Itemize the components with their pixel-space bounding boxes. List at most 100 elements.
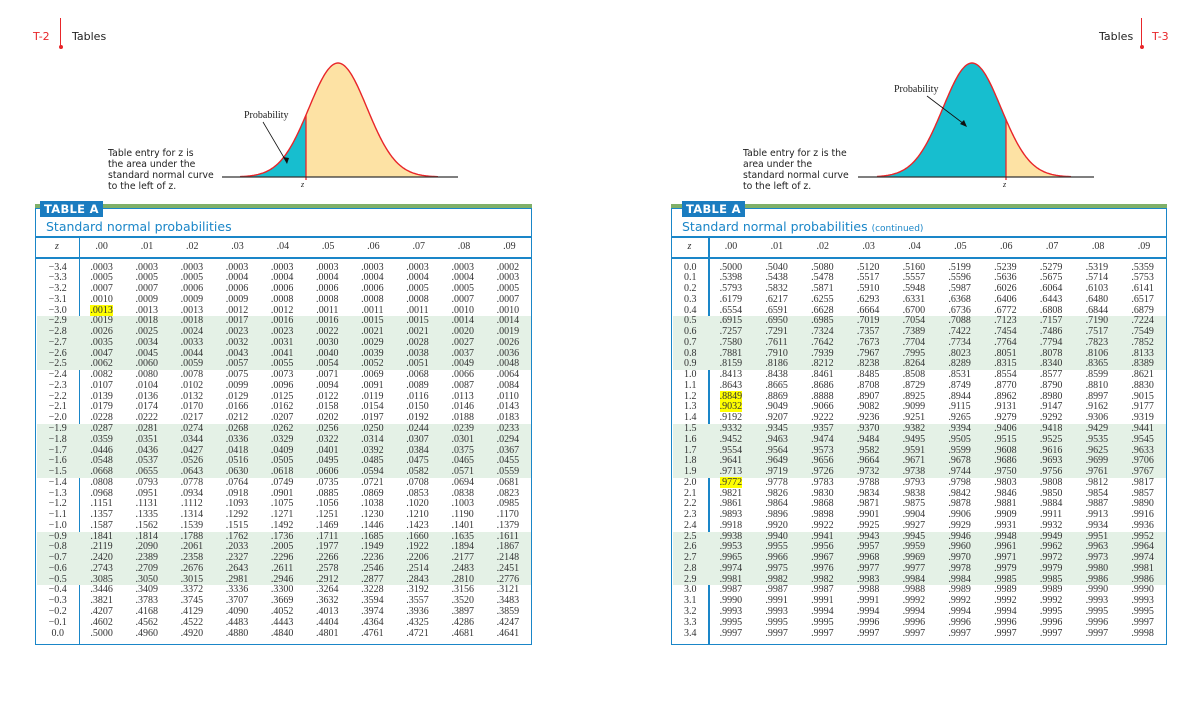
table-row: −3.2.0007.0007.0006.0006.0006.0006.0006.… [37,283,531,295]
table-row: −0.1.4602.4562.4522.4483.4443.4404.4364.… [37,616,531,629]
probability-cell: .9599 [937,445,983,457]
cell-text: .8643 [719,379,743,391]
cell-text: .3974 [361,606,384,617]
probability-cell: .9783 [800,477,846,489]
probability-cell: .9985 [1028,574,1074,586]
probability-cell: .8790 [1028,380,1074,392]
cell-text: .0035 [90,336,113,348]
cell-text: .9975 [765,562,788,574]
probability-cell: .1357 [79,509,124,521]
cell-text: .9971 [994,552,1017,564]
cell-text: .9564 [765,444,788,456]
cell-text: .4522 [180,616,204,628]
cell-text: .1170 [496,509,519,521]
probability-cell: .9535 [1074,434,1120,446]
cell-text: .9956 [811,541,834,553]
probability-cell: .0005 [79,272,124,284]
cell-text: .0089 [406,379,429,391]
cell-text: .7939 [811,347,834,359]
probability-cell: .9842 [937,488,983,500]
probability-cell: .9878 [937,498,983,510]
probability-cell: .7357 [845,326,891,338]
probability-cell: .6255 [800,294,846,306]
probability-cell: .0217 [169,412,214,424]
cell-text: .9969 [902,552,926,564]
row-z-value: 0.5 [673,315,709,327]
probability-cell: .7054 [891,315,937,327]
probability-cell: .0012 [260,305,305,317]
probability-cell: .9881 [983,498,1029,510]
probability-cell: .9963 [1074,542,1120,553]
cell-text: .9989 [994,584,1017,596]
probability-cell: .6844 [1074,305,1120,317]
cell-text: .0901 [270,487,294,499]
cell-text: .2327 [225,552,249,564]
cell-text: 3.0 [684,584,697,596]
probability-cell: .2061 [169,542,214,553]
cell-text: .1314 [180,509,204,521]
cell-text: .1894 [451,541,474,553]
cell-text: .2206 [406,552,429,564]
cell-text: .1685 [361,530,384,542]
cell-text: .9678 [948,455,971,467]
row-z-value: 0.4 [673,305,709,317]
column-header: .04 [908,241,921,252]
probability-cell: .1170 [485,509,530,521]
probability-cell: .8508 [891,369,937,381]
probability-cell: .0174 [124,402,169,413]
cell-text: .3669 [270,595,294,607]
probability-cell: .9332 [708,423,754,435]
cell-text: .0007 [90,283,113,295]
probability-cell: .0014 [485,315,530,327]
probability-cell: .2776 [485,574,530,586]
row-z-value: −0.3 [37,595,80,607]
probability-cell: .9993 [1074,595,1120,607]
cell-text: .8554 [994,369,1017,381]
cell-text: .0084 [496,379,520,391]
probability-label-left: Probability [244,110,289,121]
cell-text: .9525 [1039,433,1063,445]
probability-cell: .9975 [754,562,800,575]
probability-cell: .8686 [800,380,846,392]
probability-cell: .0401 [305,445,350,457]
probability-cell: .9989 [1028,585,1074,596]
cell-text: .0005 [135,272,158,284]
cell-text: .3859 [496,606,520,617]
cell-text: .7611 [765,336,788,348]
probability-cell: .9357 [800,423,846,435]
cell-text: .6368 [948,293,971,305]
cell-text: .0019 [90,315,113,327]
cell-text: .7291 [765,326,788,338]
probability-cell: .0655 [124,466,169,478]
probability-cell: .8289 [937,359,983,370]
probability-cell: .9887 [1074,498,1120,510]
table-row: 3.0.9987.9987.9987.9988.9988.9989.9989.9… [673,585,1166,596]
probability-cell: .0055 [260,359,305,370]
probability-cell: .9984 [891,574,937,586]
probability-cell: .2090 [124,542,169,553]
probability-cell: .3228 [350,585,395,596]
probability-cell: .8365 [1074,359,1120,370]
row-z-value: −0.2 [37,606,80,618]
probability-cell: .9948 [983,531,1029,543]
probability-cell: .9265 [937,412,983,424]
cell-text: .6700 [902,304,926,316]
probability-cell: .0013 [124,305,169,317]
table-row: 1.7.9554.9564.9573.9582.9591.9599.9608.9… [672,444,1166,457]
cell-text: .0004 [316,272,339,284]
probability-cell: .9981 [708,574,754,586]
cell-text: .1131 [135,498,158,510]
probability-cell: .9406 [983,423,1029,435]
probability-cell: .9995 [708,617,754,629]
probability-cell: .0089 [395,379,440,392]
probability-cell: .0018 [124,315,169,327]
row-z-value: −3.0 [37,305,80,317]
column-header: .00 [95,241,108,252]
cell-text: .2061 [180,541,204,553]
cell-text: .7967 [856,347,880,359]
cell-text: .8389 [1131,358,1154,370]
cell-text: .2743 [90,562,113,574]
probability-cell: .9066 [800,402,846,413]
probability-cell: .0094 [305,380,350,392]
probability-cell: .1492 [260,520,305,532]
